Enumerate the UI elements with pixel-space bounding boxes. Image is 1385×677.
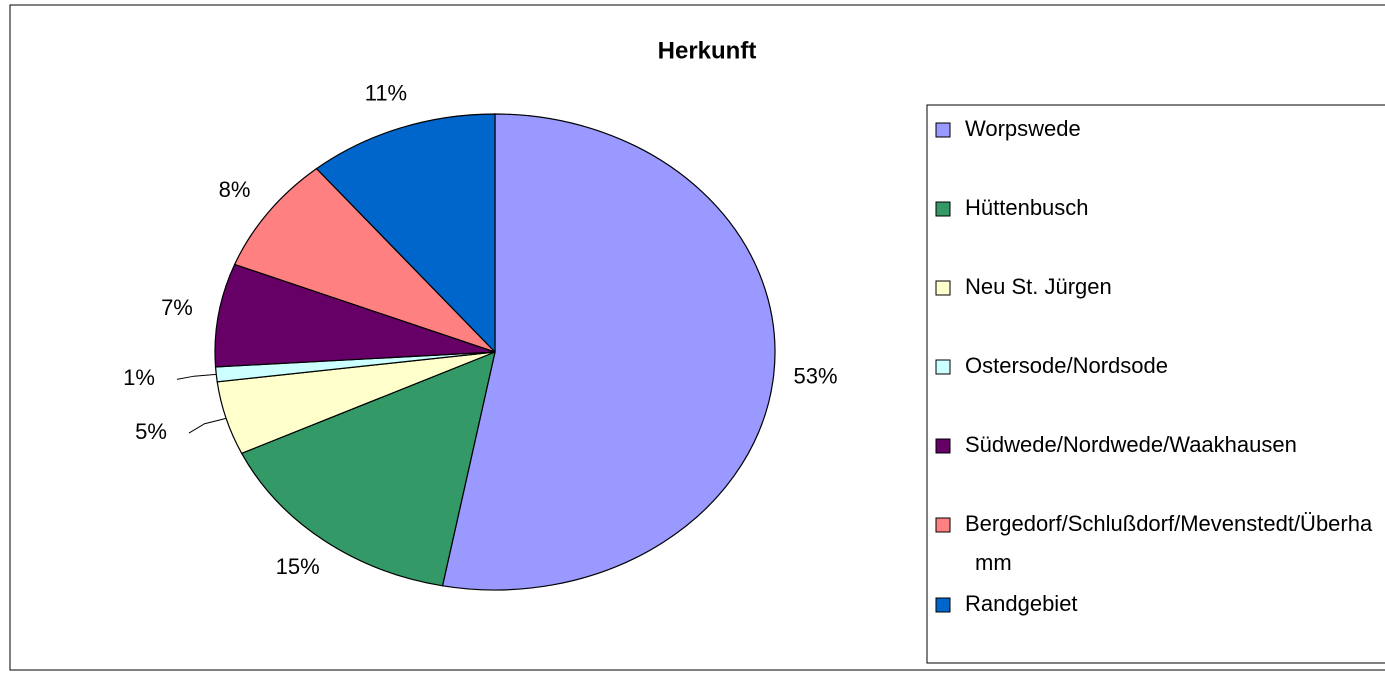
legend-swatch	[935, 438, 951, 454]
legend-swatch	[935, 517, 951, 533]
chart-title: Herkunft	[658, 37, 757, 64]
legend-label: Bergedorf/Schlußdorf/Mevenstedt/Überha mm	[965, 511, 1373, 575]
data-label: 11%	[365, 80, 407, 105]
leader-line	[176, 373, 217, 380]
data-label: 7%	[161, 295, 193, 320]
data-label: 1%	[123, 365, 155, 390]
legend-line: mm	[975, 550, 1012, 575]
data-label: 5%	[135, 419, 167, 444]
legend-label: Worpswede	[965, 116, 1081, 141]
legend-label: Hüttenbusch	[965, 195, 1089, 220]
pie-slice	[240, 351, 496, 587]
legend-box	[926, 104, 1385, 664]
legend-swatch	[935, 122, 951, 138]
pie-slice	[233, 167, 496, 353]
legend-label: Südwede/Nordwede/Waakhausen	[965, 432, 1297, 457]
legend-swatch	[935, 280, 951, 296]
legend-swatch	[935, 597, 951, 613]
legend-line: Bergedorf/Schlußdorf/Mevenstedt/Überha	[965, 511, 1373, 536]
leader-line	[188, 417, 227, 434]
pie-slice	[441, 113, 776, 591]
data-label: 15%	[276, 554, 320, 579]
legend-swatch	[935, 201, 951, 217]
legend-label: Randgebiet	[965, 591, 1078, 616]
pie-slice	[315, 113, 496, 354]
legend-label: Neu St. Jürgen	[965, 274, 1112, 299]
data-label: 8%	[219, 177, 251, 202]
legend-swatch	[935, 359, 951, 375]
legend-label: Ostersode/Nordsode	[965, 353, 1168, 378]
pie-slice	[214, 263, 496, 368]
data-label: 53%	[794, 364, 838, 389]
